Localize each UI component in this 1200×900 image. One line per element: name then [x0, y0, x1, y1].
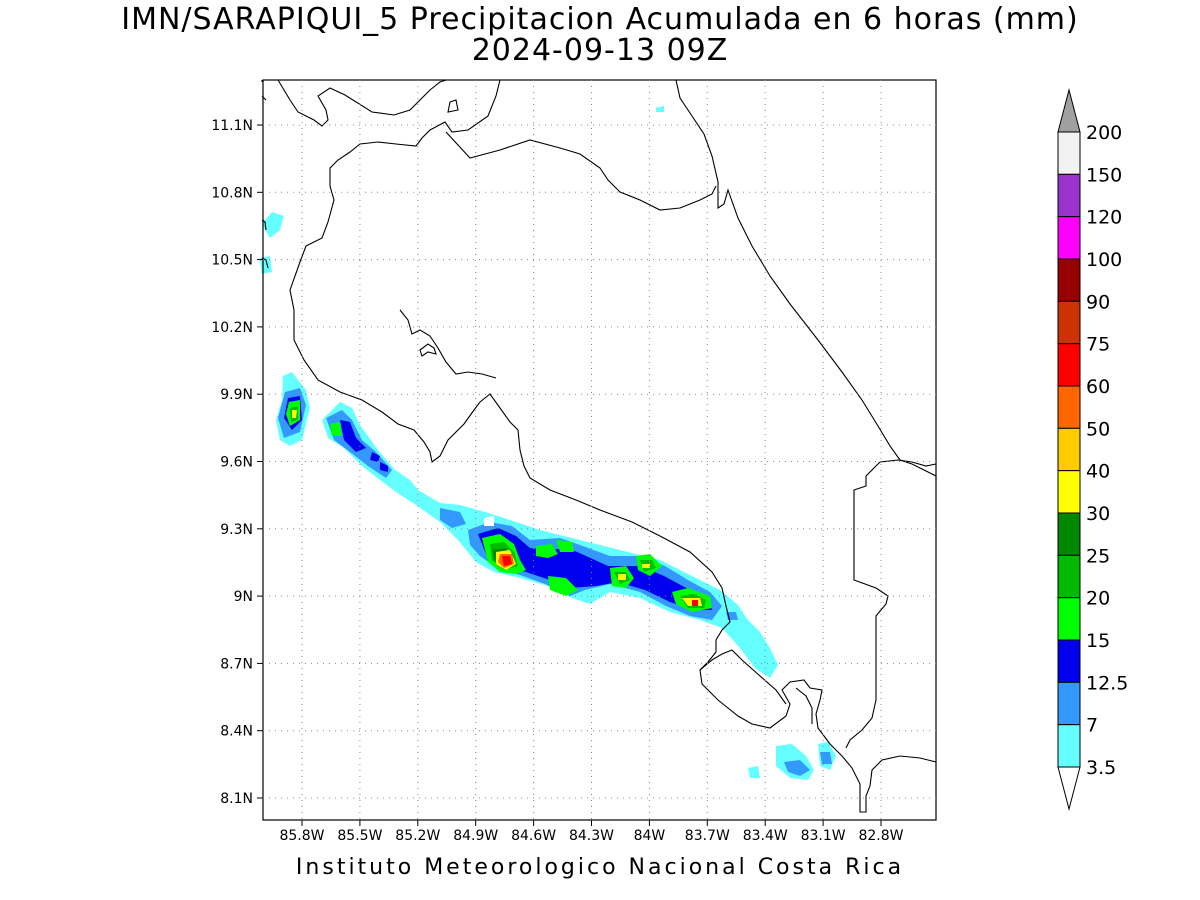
colorbar-swatch: [1057, 512, 1081, 556]
island-chira: [419, 343, 437, 357]
lon-tick-label: 83.7W: [685, 828, 730, 844]
lon-tick-label: 84.6W: [511, 828, 556, 844]
island-ometepe: [447, 99, 459, 113]
colorbar-swatch: [1057, 554, 1081, 599]
map-footer: Instituto Meteorologico Nacional Costa R…: [295, 855, 905, 880]
colorbar-label: 100: [1086, 249, 1122, 271]
lon-tick-label: 85.5W: [337, 828, 382, 844]
colorbar-label: 50: [1086, 418, 1110, 440]
colorbar-label: 30: [1086, 503, 1110, 525]
lat-tick-label: 10.2N: [211, 320, 253, 336]
colorbar-swatch: [1057, 385, 1081, 429]
lat-tick-label: 11.1N: [211, 118, 253, 134]
border-nicaragua: [445, 131, 717, 211]
axis-labels: 11.1N 10.8N 10.5N 10.2N 9.9N 9.6N 9.3N 9N 8.7N 8.…: [211, 118, 903, 844]
lat-tick-label: 8.4N: [220, 724, 253, 740]
colorbar-swatch: [1057, 258, 1081, 302]
rain-band-green: [286, 400, 712, 612]
colorbar-swatch: [1057, 343, 1081, 387]
rain-void-white: [484, 516, 494, 526]
colorbar-swatch: [1057, 216, 1081, 260]
lon-tick-label: 83.1W: [801, 828, 846, 844]
colorbar-label: 150: [1086, 164, 1122, 186]
lon-tick-label: 82.8W: [858, 828, 903, 844]
colorbar-label: 20: [1086, 588, 1110, 610]
border-panama: [845, 459, 937, 749]
rain-band-light: [276, 372, 778, 678]
osa-peninsula: [699, 649, 787, 705]
colorbar-bottom-arrow: [1057, 766, 1081, 811]
graticule: [263, 80, 936, 820]
map-frame: [262, 79, 937, 821]
map-title: IMN/SARAPIQUI_5 Precipitacion Acumulada …: [121, 2, 1079, 37]
colorbar: 200 150 120 100 90 75 60 50 40 30 25 20 15 12.5 7 3.5: [1057, 88, 1128, 811]
colorbar-label: 60: [1086, 376, 1110, 398]
lat-tick-label: 9.6N: [220, 455, 253, 471]
lon-tick-label: 84.3W: [569, 828, 614, 844]
map-subtitle: 2024-09-13 09Z: [471, 33, 729, 68]
lon-tick-label: 85.8W: [279, 828, 324, 844]
pacific-coast: [261, 79, 937, 813]
colorbar-label: 75: [1086, 334, 1110, 356]
colorbar-label: 25: [1086, 545, 1110, 567]
colorbar-swatch: [1057, 597, 1081, 641]
colorbar-label: 3.5: [1086, 757, 1116, 779]
colorbar-swatch: [1057, 427, 1081, 472]
rain-band-heavy: [284, 396, 712, 610]
colorbar-swatch: [1057, 173, 1081, 218]
colorbar-swatch: [1057, 300, 1081, 345]
lon-tick-label: 84.9W: [453, 828, 498, 844]
colorbar-top-arrow: [1057, 88, 1081, 133]
caribbean-coast: [675, 79, 937, 480]
lon-tick-label: 85.2W: [395, 828, 440, 844]
colorbar-swatch: [1057, 724, 1081, 768]
colorbar-swatch: [1057, 639, 1081, 683]
lon-tick-label: 84W: [634, 828, 666, 844]
colorbar-label: 15: [1086, 630, 1110, 652]
colorbar-label: 120: [1086, 207, 1122, 229]
precipitation-field: [260, 106, 836, 780]
colorbar-label: 12.5: [1086, 672, 1128, 694]
colorbar-swatch: [1057, 131, 1081, 175]
lon-tick-label: 83.4W: [743, 828, 788, 844]
colorbar-swatch: [1057, 681, 1081, 726]
lat-tick-label: 9.3N: [220, 522, 253, 538]
lat-tick-label: 10.5N: [211, 253, 253, 269]
lat-tick-label: 8.1N: [220, 791, 253, 807]
colorbar-label: 200: [1086, 122, 1122, 144]
golfo-dulce: [795, 687, 813, 724]
lat-tick-label: 8.7N: [220, 656, 253, 672]
nicoya-gulf: [399, 309, 497, 379]
lat-tick-label: 9.9N: [220, 387, 253, 403]
lat-tick-label: 9N: [234, 589, 253, 605]
colorbar-label: 40: [1086, 461, 1110, 483]
colorbar-label: 7: [1086, 715, 1098, 737]
colorbar-swatch: [1057, 470, 1081, 514]
colorbar-label: 90: [1086, 291, 1110, 313]
lat-tick-label: 10.8N: [211, 185, 253, 201]
